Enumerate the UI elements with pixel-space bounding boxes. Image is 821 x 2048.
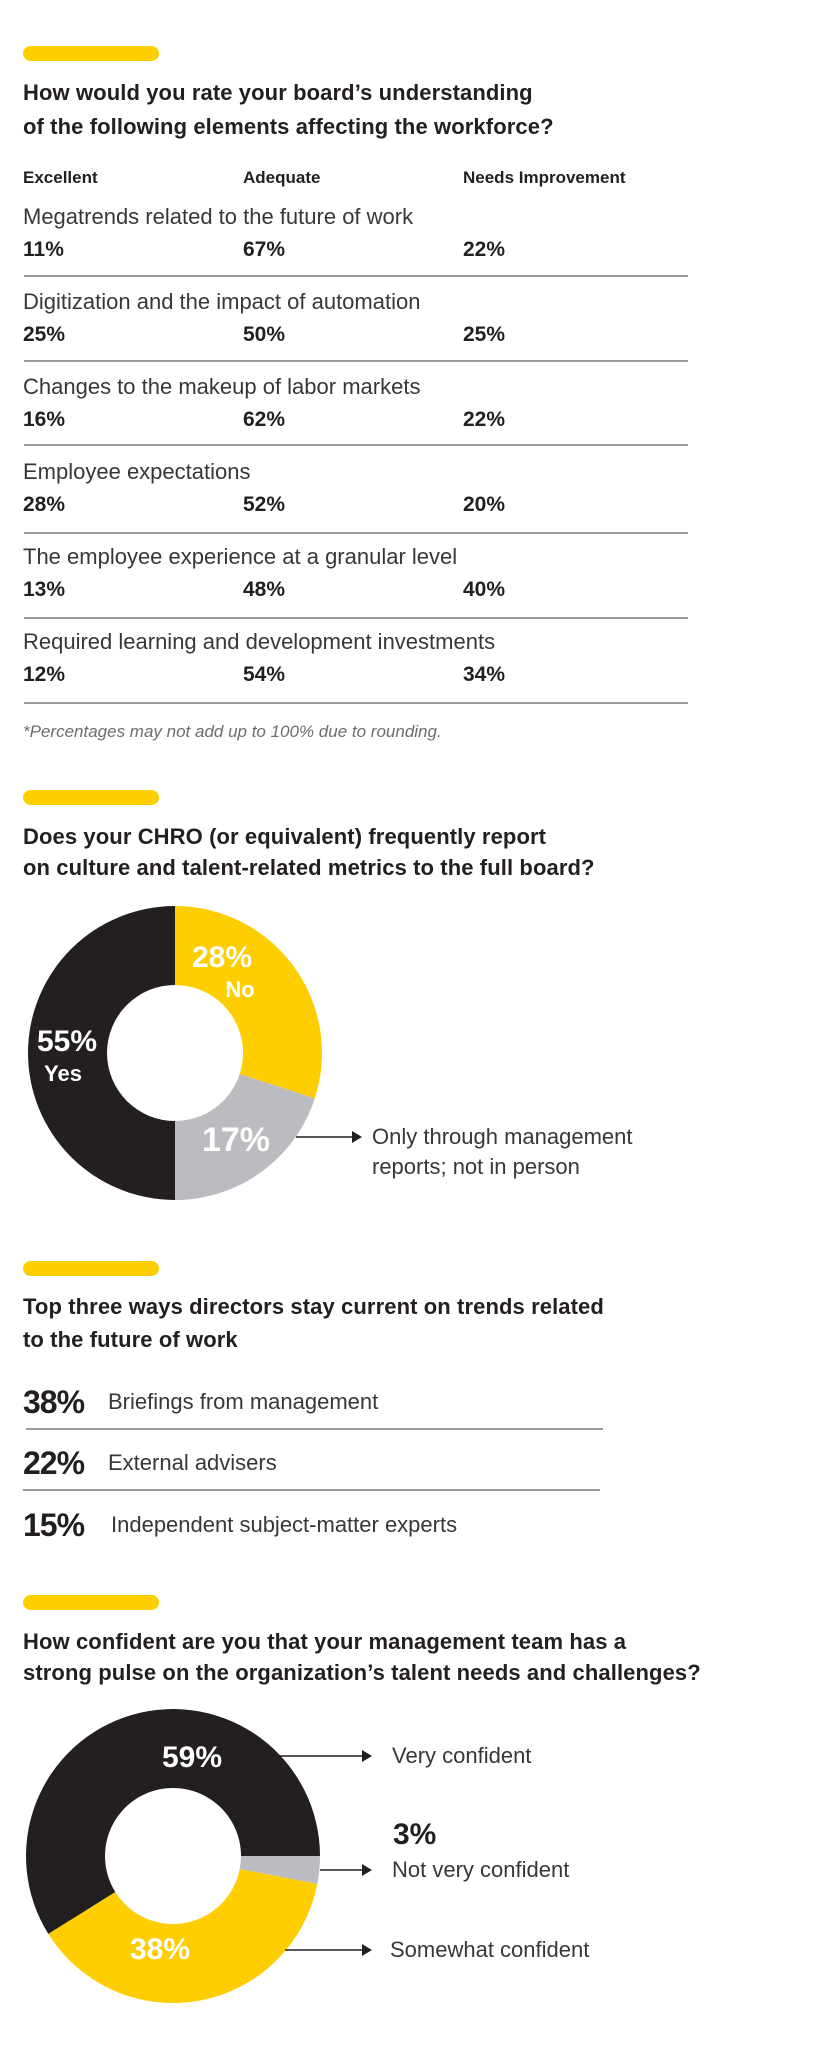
value-adequate: 50%	[243, 323, 286, 346]
slice-label-very-confident-pct: 59%	[161, 1741, 223, 1774]
value-adequate: 62%	[243, 408, 286, 431]
section-title-line2: on culture and talent-related metrics to…	[23, 855, 595, 880]
donut-slice-no	[175, 906, 322, 1099]
value-excellent: 16%	[23, 408, 66, 431]
column-header-adequate: Adequate	[243, 168, 321, 187]
callout-line1: Only through management	[372, 1124, 633, 1149]
section-title-line2: strong pulse on the organization’s talen…	[23, 1660, 701, 1685]
value-needs-improvement: 34%	[463, 663, 506, 686]
list-item-pct: 15%	[23, 1507, 85, 1543]
value-needs-improvement: 40%	[463, 578, 506, 601]
value-needs-improvement: 25%	[463, 323, 506, 346]
column-header-needs-improvement: Needs Improvement	[463, 168, 626, 187]
list-item-label: Briefings from management	[108, 1389, 379, 1414]
slice-label-yes-pct: 55%	[36, 1025, 98, 1058]
divider	[24, 275, 688, 277]
slice-label-yes: Yes	[44, 1061, 82, 1086]
value-adequate: 54%	[243, 663, 286, 686]
section-title-line1: How would you rate your board’s understa…	[23, 80, 533, 105]
row-label: Megatrends related to the future of work	[23, 204, 414, 229]
value-excellent: 12%	[23, 663, 66, 686]
section-title-line2: to the future of work	[23, 1327, 238, 1352]
accent-bar	[23, 1595, 159, 1610]
donut-slice-not-very-confident	[239, 1856, 320, 1884]
slice-label-somewhat-confident-pct: 38%	[129, 1933, 191, 1966]
value-adequate: 48%	[243, 578, 286, 601]
value-needs-improvement: 20%	[463, 493, 506, 516]
divider	[26, 1428, 603, 1430]
row-label: Changes to the makeup of labor markets	[23, 374, 421, 399]
value-needs-improvement: 22%	[463, 238, 506, 261]
value-adequate: 67%	[243, 238, 286, 261]
section-title-line1: Does your CHRO (or equivalent) frequentl…	[23, 824, 547, 849]
section-title-line2: of the following elements affecting the …	[23, 114, 554, 139]
callout-line2: reports; not in person	[372, 1154, 580, 1179]
section-title-line1: Top three ways directors stay current on…	[23, 1294, 604, 1319]
callout-not-very-confident: Not very confident	[392, 1857, 570, 1882]
accent-bar	[23, 1261, 159, 1276]
divider	[23, 1489, 600, 1491]
callout-very-confident: Very confident	[392, 1743, 532, 1768]
value-excellent: 13%	[23, 578, 66, 601]
divider	[24, 702, 688, 704]
slice-label-management-pct: 17%	[201, 1121, 271, 1159]
slice-label-no: No	[225, 977, 255, 1002]
value-excellent: 28%	[23, 493, 66, 516]
row-label: Employee expectations	[23, 459, 251, 484]
divider	[24, 532, 688, 534]
list-item-label: External advisers	[108, 1450, 277, 1475]
callout-not-very-confident-pct: 3%	[393, 1818, 437, 1851]
value-excellent: 11%	[23, 238, 64, 261]
divider	[24, 617, 688, 619]
value-adequate: 52%	[243, 493, 286, 516]
section-title-line1: How confident are you that your manageme…	[23, 1629, 627, 1654]
footnote: *Percentages may not add up to 100% due …	[23, 722, 442, 741]
list-item-pct: 22%	[23, 1445, 85, 1481]
list-item-label: Independent subject-matter experts	[111, 1512, 458, 1537]
value-needs-improvement: 22%	[463, 408, 506, 431]
divider	[24, 360, 688, 362]
row-label: Required learning and development invest…	[23, 629, 496, 654]
accent-bar	[23, 46, 159, 61]
column-header-excellent: Excellent	[23, 168, 98, 187]
value-excellent: 25%	[23, 323, 66, 346]
row-label: Digitization and the impact of automatio…	[23, 289, 421, 314]
callout-somewhat-confident: Somewhat confident	[390, 1937, 590, 1962]
list-item-pct: 38%	[23, 1384, 85, 1420]
row-label: The employee experience at a granular le…	[23, 544, 458, 569]
accent-bar	[23, 790, 159, 805]
divider	[24, 444, 688, 446]
slice-label-no-pct: 28%	[191, 941, 253, 974]
